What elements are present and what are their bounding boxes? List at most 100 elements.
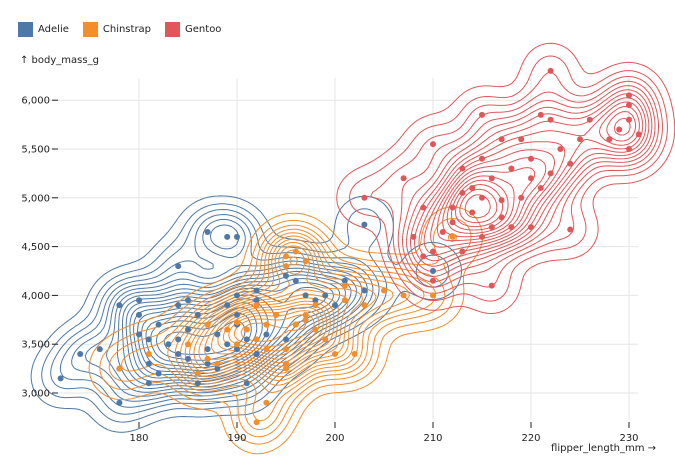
point-gentoo <box>528 224 534 231</box>
point-gentoo <box>626 102 632 109</box>
point-chinstrap <box>283 346 289 353</box>
point-adelie <box>302 292 309 299</box>
y-tick-label: 6,000 <box>21 96 50 107</box>
point-adelie <box>155 370 162 377</box>
point-chinstrap <box>361 302 368 309</box>
grid <box>40 78 638 420</box>
y-tick-label: 4,000 <box>21 291 50 302</box>
scatter-points <box>57 67 642 426</box>
legend: Adelie Chinstrap Gentoo <box>18 22 221 37</box>
x-axis-label: flipper_length_mm → <box>551 443 656 454</box>
point-chinstrap <box>312 326 319 333</box>
point-chinstrap <box>263 399 270 406</box>
point-gentoo <box>567 226 574 233</box>
density-contour-chinstrap <box>234 314 315 347</box>
density-contour-gentoo <box>336 42 675 314</box>
point-gentoo <box>488 224 495 231</box>
point-adelie <box>214 331 221 338</box>
point-chinstrap <box>430 292 436 299</box>
density-contour-gentoo <box>436 117 631 242</box>
density-contour-adelie <box>71 218 368 402</box>
point-chinstrap <box>351 350 358 357</box>
point-chinstrap <box>243 326 250 333</box>
y-tick-label: 4,500 <box>21 242 50 253</box>
point-chinstrap <box>283 263 289 270</box>
point-adelie <box>116 399 123 406</box>
point-adelie <box>332 302 338 309</box>
point-gentoo <box>626 92 632 99</box>
point-gentoo <box>479 111 485 118</box>
point-gentoo <box>430 277 436 284</box>
point-adelie <box>145 336 152 343</box>
legend-swatch <box>82 22 98 37</box>
density-contour-gentoo <box>370 72 663 294</box>
density-contour-chinstrap <box>211 300 331 364</box>
point-gentoo <box>420 253 427 260</box>
point-gentoo <box>537 111 544 118</box>
point-adelie <box>253 350 260 357</box>
point-adelie <box>185 297 191 304</box>
point-gentoo <box>488 175 495 182</box>
point-adelie <box>204 360 211 367</box>
point-gentoo <box>459 248 466 255</box>
point-adelie <box>214 365 221 372</box>
point-gentoo <box>518 194 525 201</box>
legend-swatch <box>18 22 33 37</box>
point-chinstrap <box>263 346 270 353</box>
point-adelie <box>224 341 231 348</box>
point-adelie <box>283 272 289 279</box>
point-gentoo <box>400 175 407 182</box>
point-adelie <box>243 380 250 387</box>
point-adelie <box>136 311 142 318</box>
legend-label: Adelie <box>38 24 69 35</box>
point-gentoo <box>430 141 436 148</box>
point-adelie <box>175 336 182 343</box>
point-gentoo <box>626 116 632 123</box>
point-chinstrap <box>292 321 299 328</box>
density-contour-gentoo <box>397 80 659 288</box>
point-adelie <box>322 292 329 299</box>
point-gentoo <box>430 248 436 255</box>
point-adelie <box>165 341 172 348</box>
point-adelie <box>341 277 348 284</box>
density-contour-chinstrap <box>217 303 328 360</box>
point-chinstrap <box>234 319 240 326</box>
point-chinstrap <box>302 316 309 323</box>
density-contour-chinstrap <box>204 297 335 367</box>
point-adelie <box>185 326 191 333</box>
point-gentoo <box>508 224 515 231</box>
point-chinstrap <box>312 302 319 309</box>
point-gentoo <box>449 219 456 226</box>
point-chinstrap <box>341 297 348 304</box>
point-chinstrap <box>449 233 456 240</box>
point-chinstrap <box>341 282 348 289</box>
point-gentoo <box>577 136 583 143</box>
point-gentoo <box>528 175 534 182</box>
point-adelie <box>224 233 231 240</box>
y-tick-label: 3,500 <box>21 340 50 351</box>
density-contour-gentoo <box>410 93 650 272</box>
density-contour-gentoo <box>349 55 668 302</box>
point-adelie <box>204 346 211 353</box>
point-gentoo <box>616 126 623 133</box>
point-gentoo <box>547 67 554 74</box>
point-adelie <box>175 302 182 309</box>
point-chinstrap <box>263 321 270 328</box>
point-gentoo <box>528 155 534 162</box>
point-chinstrap <box>283 360 289 367</box>
point-adelie <box>136 297 142 304</box>
point-gentoo <box>469 209 476 216</box>
point-gentoo <box>459 165 466 172</box>
point-gentoo <box>479 155 485 162</box>
density-contour-gentoo <box>423 106 640 256</box>
point-gentoo <box>449 204 456 211</box>
point-gentoo <box>498 197 505 204</box>
density-contour-chinstrap <box>174 235 410 394</box>
x-tick-label: 190 <box>227 433 246 444</box>
point-adelie <box>430 268 436 274</box>
point-adelie <box>136 331 142 338</box>
point-chinstrap <box>381 287 387 294</box>
point-chinstrap <box>253 336 260 343</box>
